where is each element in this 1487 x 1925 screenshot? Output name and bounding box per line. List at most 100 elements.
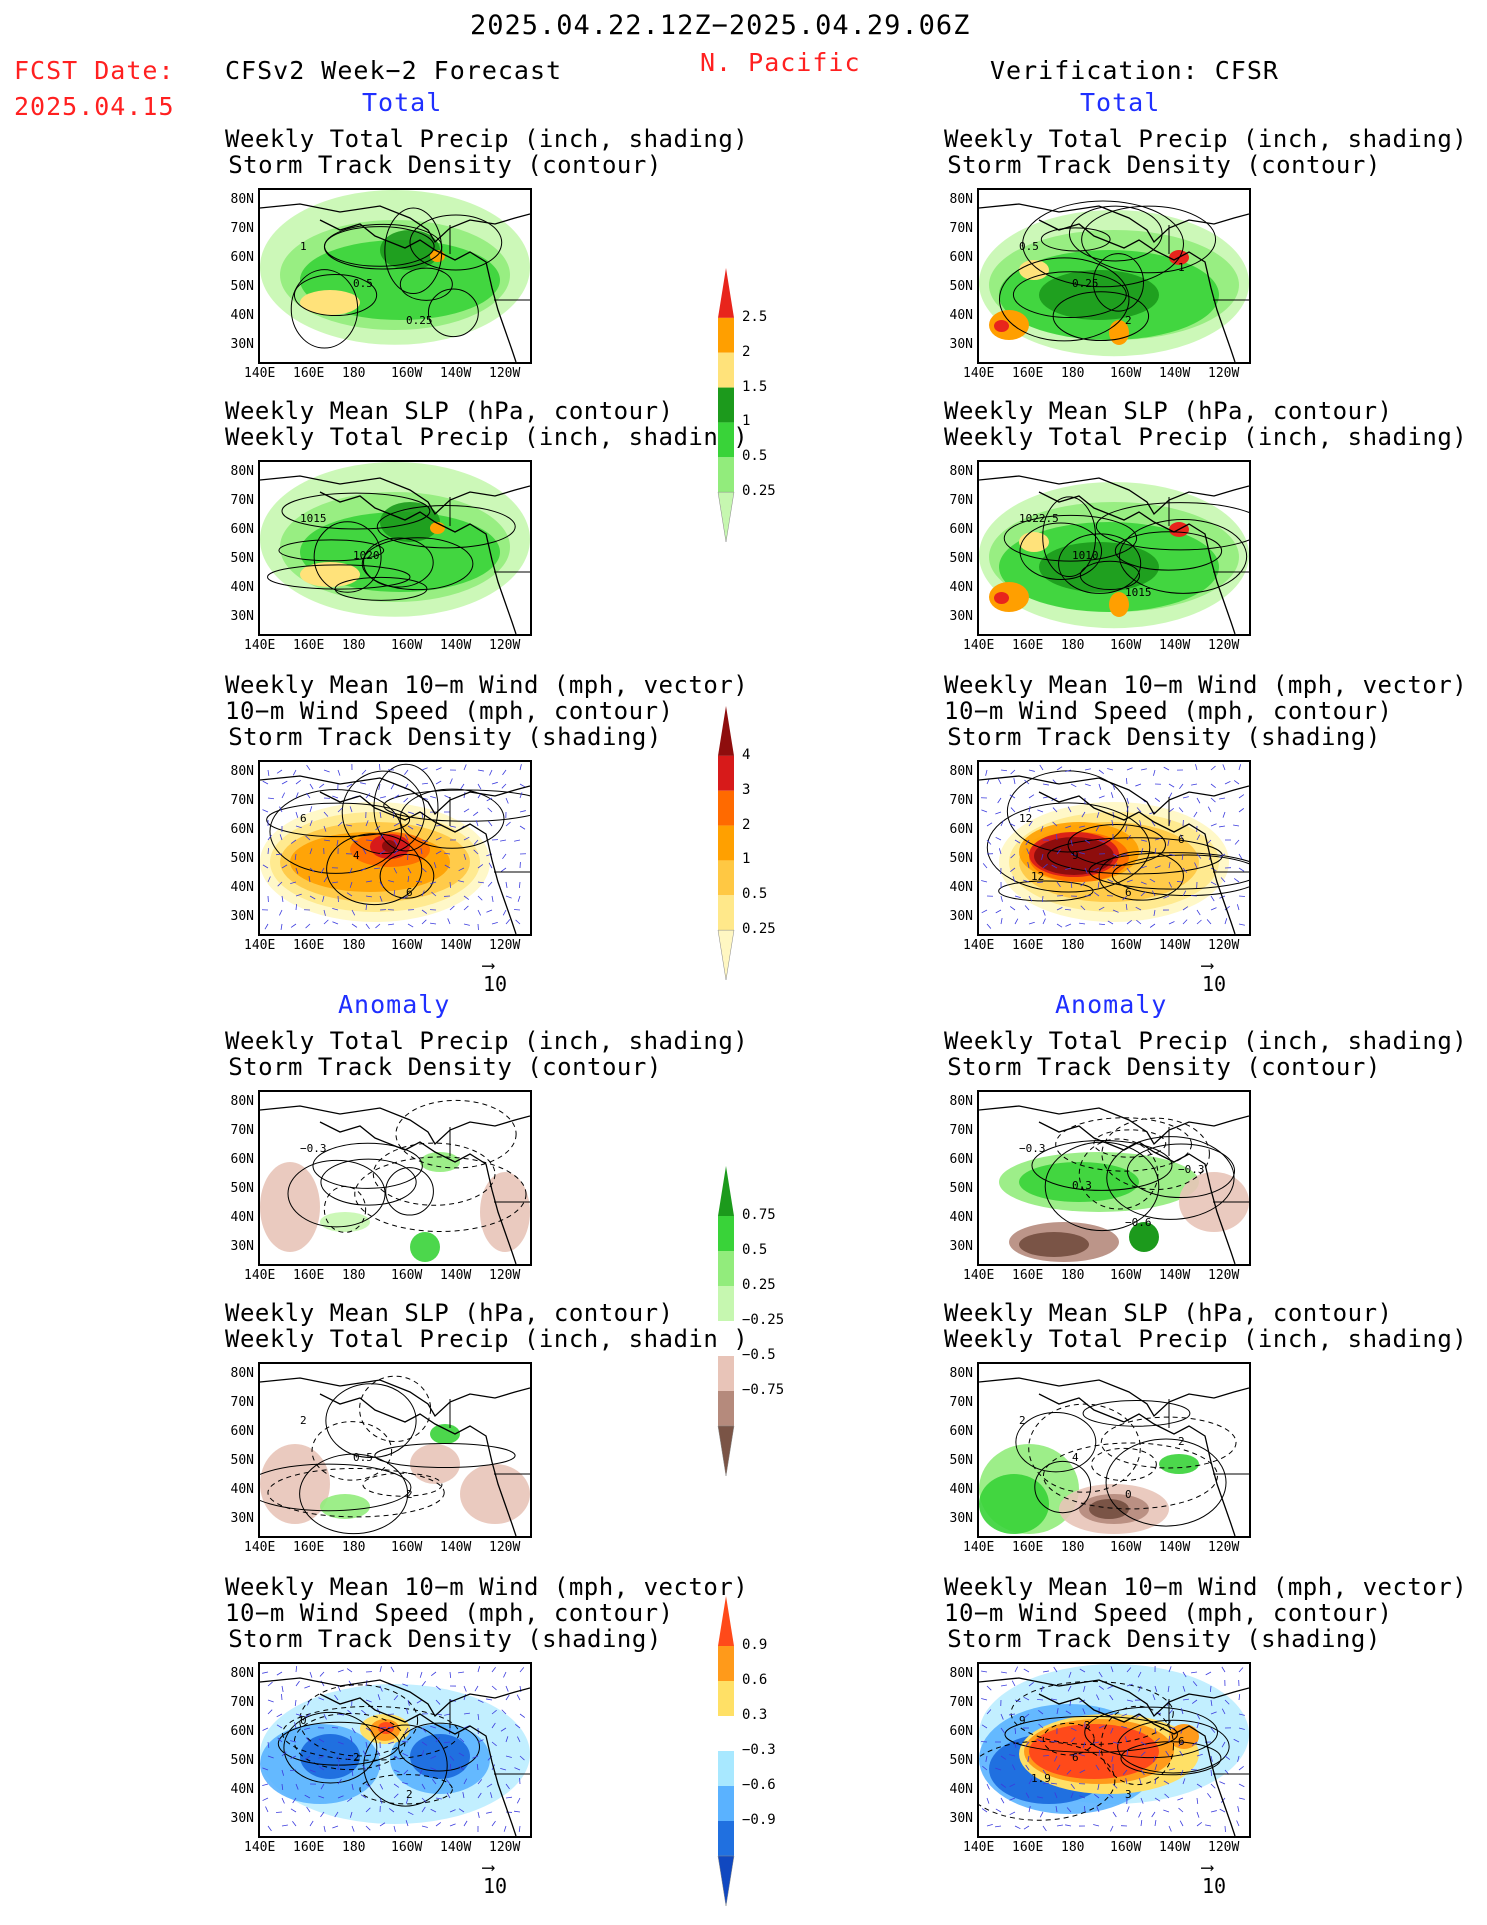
lat-tick-label: 50N (949, 1453, 973, 1468)
wind-vector (365, 1741, 368, 1748)
wind-vector (433, 862, 437, 869)
reference-vector-label: 10 (483, 1874, 508, 1898)
wind-vector (491, 1741, 497, 1747)
wind-vector (421, 1783, 426, 1790)
lat-tick-label: 60N (230, 1724, 254, 1739)
wind-vector (1238, 764, 1242, 771)
wind-vector (279, 834, 283, 841)
wind-vector (295, 1680, 300, 1687)
wind-vector (421, 1797, 427, 1803)
lon-tick-label: 180 (342, 1268, 366, 1283)
wind-vector (1196, 1722, 1200, 1729)
contour-label: 1020 (353, 549, 380, 562)
contour-label: 4 (1072, 1451, 1079, 1464)
colorbar-segment (718, 1596, 734, 1646)
wind-vector (463, 1820, 468, 1827)
wind-vector (1221, 1741, 1226, 1748)
coastline-north (260, 1105, 530, 1146)
wind-vector (365, 820, 369, 827)
wind-vector (500, 1767, 507, 1771)
wind-vector (1222, 764, 1226, 771)
wind-vector (444, 864, 451, 869)
wind-vector (518, 1825, 521, 1833)
wind-vector (1139, 820, 1142, 827)
wind-vector (1137, 1671, 1142, 1678)
wind-vector (1082, 1741, 1086, 1748)
wind-vector (1042, 863, 1048, 869)
wind-vector (505, 1736, 509, 1743)
wind-vector (487, 881, 493, 887)
shading-patch (1159, 1454, 1199, 1474)
coastline-east (1038, 219, 1236, 362)
wind-vector (514, 1767, 521, 1771)
wind-vector (1210, 907, 1217, 911)
contour-line (323, 223, 443, 270)
wind-vector (1210, 1810, 1217, 1813)
wind-vector (1153, 1755, 1156, 1762)
wind-vector (500, 839, 507, 842)
wind-vector (1140, 865, 1147, 869)
map-panel: 0 2 2 (258, 1662, 532, 1838)
wind-vector (1041, 895, 1044, 903)
wind-vector (290, 1740, 297, 1743)
wind-vector (306, 1699, 311, 1706)
wind-vector (1042, 783, 1049, 786)
lon-tick-label: 180 (342, 938, 366, 953)
wind-vector (1140, 848, 1144, 855)
wind-vector (1084, 867, 1088, 874)
contour-line (372, 1142, 496, 1206)
wind-vector (1056, 906, 1063, 911)
wind-vector (1125, 777, 1128, 785)
lat-tick-label: 30N (230, 337, 254, 352)
coastline-east (1038, 1693, 1236, 1836)
wind-vector (1222, 811, 1226, 818)
wind-vector (1098, 1725, 1105, 1729)
contour-label: 0.5 (353, 1451, 373, 1464)
wind-vector (1112, 1811, 1117, 1818)
wind-vector (1168, 1825, 1172, 1832)
wind-vector (406, 1671, 409, 1678)
wind-vector (1182, 1778, 1186, 1785)
wind-vector (463, 1778, 468, 1785)
coastline-north (979, 475, 1249, 516)
wind-vector (295, 903, 297, 911)
wind-vector (1149, 923, 1156, 928)
wind-vector (1135, 906, 1142, 911)
wind-vector (1012, 1764, 1016, 1771)
wind-vector (463, 764, 467, 771)
wind-vector (449, 905, 455, 911)
wind-vector (295, 825, 302, 829)
contour-label: 6 (1178, 833, 1185, 846)
wind-vector (1110, 1666, 1114, 1673)
lat-tick-label: 80N (949, 464, 973, 479)
wind-vector (323, 876, 328, 883)
lon-tick-label: 160E (1012, 1540, 1044, 1555)
shading-patch (989, 310, 1029, 340)
lon-tick-label: 120W (1208, 1268, 1240, 1283)
wind-vector (458, 1808, 465, 1813)
wind-vector (505, 821, 511, 827)
wind-vector (1079, 922, 1086, 925)
colorbar-precip_total (716, 268, 736, 546)
wind-vector (1014, 1741, 1017, 1748)
wind-vector (360, 1794, 367, 1799)
wind-vector (1238, 808, 1245, 813)
wind-vector (430, 1767, 437, 1771)
wind-vector (294, 1699, 297, 1707)
lon-tick-label: 160E (293, 638, 325, 653)
wind-vector (1196, 797, 1201, 804)
wind-vector (1065, 1824, 1072, 1827)
colorbar-segment (718, 1321, 734, 1356)
wind-vector (443, 1741, 451, 1744)
wind-vector (290, 1808, 297, 1813)
wind-vector (986, 1797, 990, 1804)
wind-vector (350, 1736, 353, 1743)
wind-vector (365, 1699, 372, 1703)
colorbar-label: 2 (742, 816, 751, 833)
contour-line (1091, 1447, 1157, 1482)
wind-vector (505, 1796, 512, 1799)
wind-vector (1039, 764, 1044, 771)
wind-vector (365, 839, 373, 841)
wind-vector (472, 811, 479, 816)
wind-vector (1056, 1824, 1063, 1827)
